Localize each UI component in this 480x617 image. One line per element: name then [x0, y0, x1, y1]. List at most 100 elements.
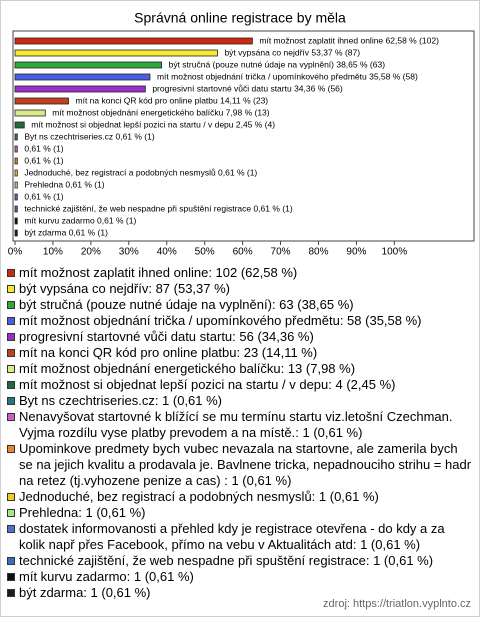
legend-item: být zdarma: 1 (0,61 %): [7, 585, 473, 601]
plot-frame: [12, 30, 475, 242]
legend-label: mít možnost objednání trička / upomínkov…: [19, 313, 422, 328]
legend-label: mít možnost si objednat lepší pozici na …: [19, 377, 396, 392]
bar: [14, 133, 18, 141]
legend-item: mít možnost si objednat lepší pozici na …: [7, 377, 473, 393]
bar-label: mít možnost si objednat lepší pozici na …: [31, 119, 275, 129]
legend-label: být zdarma: 1 (0,61 %): [19, 585, 151, 600]
bar-label: Prehledna 0,61 % (1): [24, 179, 104, 189]
legend-label: být vypsána co nejdřív: 87 (53,37 %): [19, 281, 231, 296]
bar-label: 0,61 % (1): [24, 191, 63, 201]
legend-label: progresivní startovné vůči datu startu: …: [19, 329, 314, 344]
legend-item: Prehledna: 1 (0,61 %): [7, 505, 473, 521]
legend-swatch: [7, 301, 15, 309]
bar-label: 0,61 % (1): [24, 155, 63, 165]
legend-item: mít na konci QR kód pro online platbu: 2…: [7, 345, 473, 361]
bar: [14, 229, 18, 237]
legend-swatch: [7, 589, 15, 597]
legend-label: Prehledna: 1 (0,61 %): [19, 505, 146, 520]
x-tick-label: 60%: [233, 247, 253, 258]
legend-label: být stručná (pouze nutné údaje na vyplně…: [19, 297, 354, 312]
legend-item: Nenavyšovat startovné k blížící se mu te…: [7, 409, 473, 441]
bar: [14, 217, 18, 225]
x-tick-label: 0%: [8, 247, 23, 258]
legend-swatch: [7, 285, 15, 293]
bar: [14, 97, 69, 105]
bar-label: být zdarma 0,61 % (1): [24, 227, 108, 237]
bar: [14, 181, 18, 189]
bar: [14, 145, 18, 153]
chart-title: Správná online registrace by měla: [134, 10, 346, 26]
legend-swatch: [7, 557, 15, 565]
bar: [14, 49, 218, 57]
legend-label: dostatek informovanosti a přehled kdy je…: [19, 521, 445, 552]
legend-label: Upominkove predmety bych vubec nevazala …: [19, 441, 472, 488]
bar: [14, 37, 253, 45]
bar-label: Jednoduché, bez registrací a podobných n…: [24, 167, 257, 177]
bar-label: mít na konci QR kód pro online platbu 14…: [76, 95, 269, 105]
x-tick-label: 70%: [271, 247, 291, 258]
bar-label: být stručná (pouze nutné údaje na vyplně…: [169, 59, 386, 69]
x-tick-label: 50%: [195, 247, 215, 258]
bar-label: mít kurvu zadarmo 0,61 % (1): [24, 215, 136, 225]
bar: [14, 193, 18, 201]
bar: [14, 121, 25, 129]
legend: mít možnost zaplatit ihned online: 102 (…: [7, 265, 473, 601]
x-tick-label: 90%: [346, 247, 366, 258]
legend-item: progresivní startovné vůči datu startu: …: [7, 329, 473, 345]
bar: [14, 205, 18, 213]
legend-label: mít možnost objednání energetického balí…: [19, 361, 356, 376]
legend-swatch: [7, 269, 15, 277]
legend-swatch: [7, 365, 15, 373]
legend-item: dostatek informovanosti a přehled kdy je…: [7, 521, 473, 553]
legend-item: technické zajištění, že web nespadne při…: [7, 553, 473, 569]
bar: [14, 61, 163, 69]
bar-label: mít možnost objednání trička / upomínkov…: [157, 71, 418, 81]
x-tick-label: 20%: [81, 247, 101, 258]
legend-item: Upominkove predmety bych vubec nevazala …: [7, 441, 473, 489]
legend-item: být vypsána co nejdřív: 87 (53,37 %): [7, 281, 473, 297]
legend-item: Byt ns czechtriseries.cz: 1 (0,61 %): [7, 393, 473, 409]
chart: Správná online registrace by měla 0% 10% 2…: [8, 10, 475, 258]
legend-swatch: [7, 493, 15, 501]
bar: [14, 157, 18, 165]
legend-swatch: [7, 525, 15, 533]
legend-item: mít možnost objednání energetického balí…: [7, 361, 473, 377]
x-tick-label: 10%: [43, 247, 63, 258]
bar-label: progresivní startovné vůči datu startu 3…: [152, 83, 343, 93]
legend-label: mít kurvu zadarmo: 1 (0,61 %): [19, 569, 194, 584]
bar: [14, 169, 18, 177]
bar: [14, 73, 151, 81]
legend-item: mít možnost zaplatit ihned online: 102 (…: [7, 265, 473, 281]
legend-item: být stručná (pouze nutné údaje na vyplně…: [7, 297, 473, 313]
legend-label: mít možnost zaplatit ihned online: 102 (…: [19, 265, 298, 280]
legend-swatch: [7, 381, 15, 389]
bar: [14, 85, 146, 93]
legend-swatch: [7, 445, 15, 453]
source: zdroj: https://triatlon.vyplnto.cz: [323, 598, 471, 610]
bar-label: technické zajištění, že web nespadne při…: [24, 203, 293, 213]
legend-swatch: [7, 397, 15, 405]
bar-label: být vypsána co nejdřív 53,37 % (87): [224, 47, 360, 57]
legend-item: mít kurvu zadarmo: 1 (0,61 %): [7, 569, 473, 585]
legend-label: Byt ns czechtriseries.cz: 1 (0,61 %): [19, 393, 223, 408]
legend-item: mít možnost objednání trička / upomínkov…: [7, 313, 473, 329]
x-tick-label: 100%: [382, 247, 408, 258]
legend-swatch: [7, 509, 15, 517]
x-tick-label: 40%: [157, 247, 177, 258]
legend-swatch: [7, 413, 15, 421]
legend-label: mít na konci QR kód pro online platbu: 2…: [19, 345, 318, 360]
legend-swatch: [7, 573, 15, 581]
legend-label: technické zajištění, že web nespadne při…: [19, 553, 434, 568]
legend-label: Nenavyšovat startovné k blížící se mu te…: [19, 409, 453, 440]
bar-label: mít možnost objednání energetického balí…: [52, 107, 270, 117]
bar-label: mít možnost zaplatit ihned online 62,58 …: [259, 35, 439, 45]
legend-swatch: [7, 333, 15, 341]
legend-swatch: [7, 317, 15, 325]
legend-label: Jednoduché, bez registrací a podobných n…: [19, 489, 379, 504]
legend-swatch: [7, 349, 15, 357]
legend-item: Jednoduché, bez registrací a podobných n…: [7, 489, 473, 505]
bar: [14, 109, 46, 117]
x-tick-label: 80%: [308, 247, 328, 258]
bar-label: 0,61 % (1): [24, 143, 63, 153]
